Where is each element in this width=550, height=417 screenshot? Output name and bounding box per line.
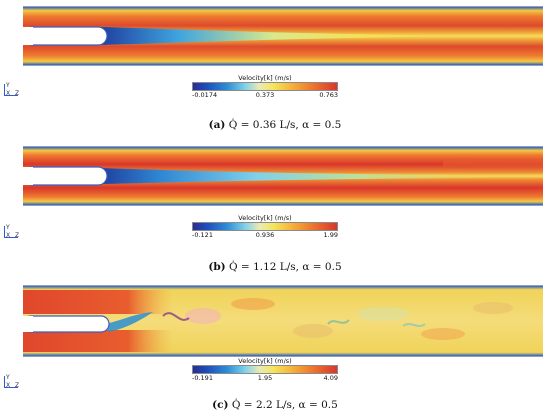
panel-c: Y X Z Velocity[k] (m/s) -0.191 1.95 4.09… — [0, 280, 550, 417]
inlet-splitter-b — [23, 166, 108, 186]
legend-max: 4.09 — [323, 374, 338, 382]
axis-y-label: Y — [6, 374, 10, 381]
legend-max: 1.99 — [323, 231, 338, 239]
panel-a: Y X Z Velocity[k] (m/s) -0.0174 0.373 0.… — [0, 0, 550, 140]
axis-triad-c: Y X Z — [2, 374, 24, 394]
legend-title: Velocity[k] (m/s) — [238, 74, 292, 82]
legend-mid: 0.373 — [255, 91, 275, 99]
legend-min: -0.191 — [192, 374, 213, 382]
caption-text: Q̇ = 2.2 L/s, α = 0.5 — [231, 399, 338, 411]
axis-y-label: Y — [6, 82, 10, 89]
velocity-contour-b — [23, 147, 543, 205]
legend-colorbar — [192, 82, 338, 91]
axis-x-label: X — [6, 382, 11, 389]
color-legend-a: Velocity[k] (m/s) -0.0174 0.373 0.763 — [192, 74, 338, 102]
inlet-splitter-c — [23, 315, 110, 333]
legend-title: Velocity[k] (m/s) — [238, 357, 292, 365]
legend-min: -0.0174 — [192, 91, 218, 99]
caption-tag: (b) — [208, 261, 226, 273]
color-legend-b: Velocity[k] (m/s) -0.121 0.936 1.99 — [192, 214, 338, 242]
legend-mid: 1.95 — [257, 374, 273, 382]
legend-mid: 0.936 — [255, 231, 275, 239]
legend-colorbar — [192, 222, 338, 231]
caption-b: (b) Q̇ = 1.12 L/s, α = 0.5 — [0, 260, 550, 274]
wake-region-b — [101, 168, 490, 184]
wake-region-c — [105, 312, 153, 332]
legend-title: Velocity[k] (m/s) — [238, 214, 292, 222]
axis-triad-a: Y X Z — [2, 82, 24, 102]
legend-colorbar — [192, 365, 338, 374]
axis-y-label: Y — [6, 224, 10, 231]
velocity-field-b — [23, 146, 543, 206]
inlet-splitter-a — [23, 26, 108, 46]
velocity-field-a — [23, 6, 543, 66]
velocity-field-c — [23, 285, 543, 357]
axis-z-label: Z — [15, 382, 20, 389]
panel-b: Y X Z Velocity[k] (m/s) -0.121 0.936 1.9… — [0, 140, 550, 280]
color-legend-c: Velocity[k] (m/s) -0.191 1.95 4.09 — [192, 357, 338, 385]
caption-tag: (a) — [208, 119, 226, 131]
axis-z-label: Z — [15, 232, 20, 239]
legend-max: 0.763 — [319, 91, 338, 99]
axis-x-label: X — [6, 232, 11, 239]
caption-tag: (c) — [212, 399, 229, 411]
caption-text: Q̇ = 0.36 L/s, α = 0.5 — [228, 119, 342, 131]
caption-c: (c) Q̇ = 2.2 L/s, α = 0.5 — [0, 398, 550, 412]
axis-triad-b: Y X Z — [2, 224, 24, 244]
legend-min: -0.121 — [192, 231, 213, 239]
wake-region-a — [101, 27, 483, 45]
axis-z-label: Z — [15, 90, 20, 97]
caption-text: Q̇ = 1.12 L/s, α = 0.5 — [228, 261, 342, 273]
velocity-contour-c — [23, 286, 543, 356]
caption-a: (a) Q̇ = 0.36 L/s, α = 0.5 — [0, 118, 550, 132]
velocity-contour-a — [23, 7, 543, 65]
axis-x-label: X — [6, 90, 11, 97]
